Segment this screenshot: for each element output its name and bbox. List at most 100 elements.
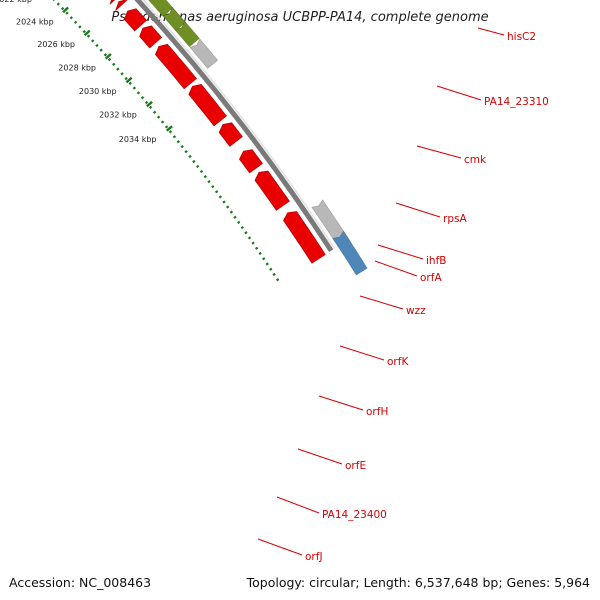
minor-tick	[237, 220, 241, 225]
gene-label-leader	[297, 448, 343, 465]
minor-tick	[184, 149, 188, 154]
tick-label: 2034 kbp	[119, 135, 157, 144]
reverse-strand-features	[148, 0, 368, 276]
gene-label-orfe: orfE	[345, 460, 366, 472]
gene-label-wzz: wzz	[406, 305, 426, 317]
minor-tick	[168, 130, 173, 134]
minor-tick	[148, 105, 153, 110]
minor-tick	[233, 215, 237, 219]
gene-label-leader	[436, 85, 482, 101]
minor-tick	[192, 159, 196, 164]
gene-label-orfk: orfK	[387, 356, 409, 368]
minor-tick	[160, 120, 165, 124]
gene-label-leader	[359, 295, 404, 310]
minor-tick	[65, 11, 69, 15]
minor-tick	[180, 145, 184, 149]
backbone-highlight	[141, 0, 336, 250]
minor-tick	[73, 20, 78, 24]
gene-label-cmk: cmk	[464, 154, 487, 166]
minor-tick	[269, 267, 273, 271]
minor-tick	[172, 135, 177, 139]
forward-gene-arrow	[283, 211, 326, 264]
major-tick	[104, 53, 112, 60]
reverse-gene-band	[332, 230, 368, 276]
gene-label-pa14-23400: PA14_23400	[322, 509, 387, 521]
minor-tick	[176, 140, 180, 144]
minor-tick	[78, 25, 82, 29]
backbone-arc	[134, 0, 334, 253]
major-tick	[146, 100, 153, 108]
forward-gene-arrow	[115, 0, 128, 11]
gene-label-leader	[477, 27, 505, 36]
major-tick	[165, 125, 173, 132]
minor-tick	[258, 251, 262, 256]
tick-label: 2022 kbp	[0, 0, 32, 4]
minor-tick	[91, 39, 95, 43]
minor-tick	[218, 195, 222, 199]
minor-tick	[229, 210, 234, 214]
minor-tick	[60, 6, 65, 11]
minor-tick	[203, 175, 207, 179]
tick-marks: 2022 kbp 2024 kbp 2026 kbp 2028 kbp 2030 kbp…	[0, 0, 280, 282]
gene-label-rpsa: rpsA	[443, 213, 467, 225]
minor-tick	[103, 53, 108, 57]
minor-tick	[226, 205, 230, 209]
reverse-gene-band	[189, 38, 219, 69]
genome-summary-text: Topology: circular; Length: 6,537,648 bp…	[246, 575, 590, 590]
minor-tick	[112, 62, 116, 66]
forward-strand-features	[109, 0, 326, 264]
forward-gene-arrow	[188, 83, 227, 127]
gene-label-pa14-23310: PA14_23310	[484, 96, 549, 108]
minor-tick	[247, 236, 252, 240]
reverse-gene-band	[162, 6, 187, 32]
minor-tick	[262, 257, 266, 261]
forward-gene-arrow	[155, 43, 197, 90]
minor-tick	[132, 86, 137, 90]
reverse-gene-band	[311, 199, 350, 247]
gene-label-orfh: orfH	[366, 406, 388, 418]
major-tick	[83, 29, 91, 37]
forward-gene-arrow	[123, 8, 147, 32]
minor-tick	[222, 200, 226, 204]
gene-label-hisc2: hisC2	[507, 31, 536, 43]
minor-tick	[128, 81, 132, 85]
minor-tick	[251, 241, 255, 245]
minor-tick	[196, 164, 200, 169]
minor-tick	[82, 29, 86, 34]
gene-label-leader	[374, 260, 418, 277]
minor-tick	[211, 185, 215, 189]
map-title: Pseudomonas aeruginosa UCBPP-PA14, compl…	[111, 10, 489, 25]
minor-tick	[124, 76, 128, 81]
minor-tick	[276, 278, 280, 282]
tick-label: 2028 kbp	[58, 63, 96, 72]
gene-label-orfj: orfJ	[305, 551, 323, 563]
forward-gene-arrow	[218, 122, 243, 147]
minor-tick	[120, 72, 124, 76]
minor-tick	[199, 169, 204, 174]
minor-tick	[107, 57, 112, 62]
gene-label-leader	[318, 395, 364, 411]
minor-tick	[254, 246, 259, 250]
minor-tick	[99, 48, 103, 52]
minor-tick	[164, 125, 169, 129]
minor-tick	[144, 100, 149, 105]
minor-tick	[214, 190, 219, 194]
backbone	[134, 0, 336, 253]
major-tick	[62, 6, 69, 14]
gene-label-leader	[339, 345, 385, 361]
reverse-gene-band	[174, 20, 200, 48]
minor-tick	[156, 115, 161, 119]
forward-gene-arrow	[239, 149, 263, 174]
tick-label: 2032 kbp	[99, 111, 137, 120]
minor-tick	[140, 96, 145, 100]
accession-text: Accession: NC_008463	[9, 575, 152, 590]
gene-label-ihfb: ihfB	[426, 255, 446, 267]
forward-gene-arrow	[254, 170, 290, 211]
forward-gene-arrow	[139, 25, 163, 49]
minor-tick	[116, 67, 120, 71]
minor-tick	[240, 225, 244, 230]
tick-label: 2030 kbp	[79, 87, 117, 96]
gene-label-leader	[416, 145, 462, 159]
